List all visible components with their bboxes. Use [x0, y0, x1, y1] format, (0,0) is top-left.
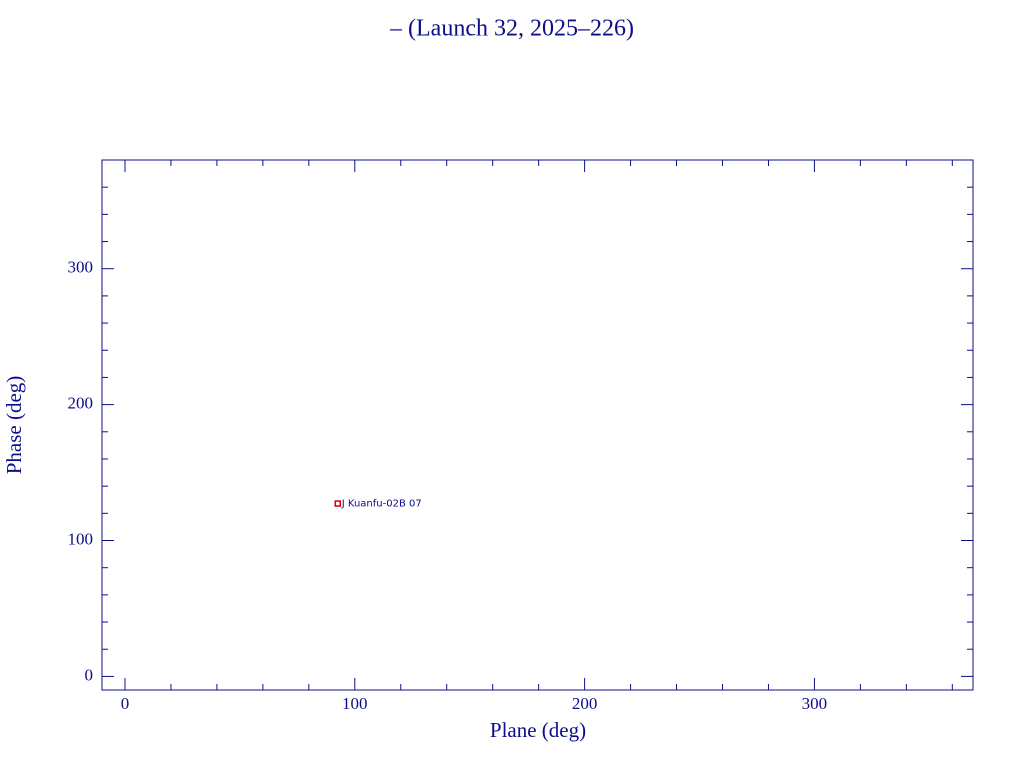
x-tick-label: 100	[342, 694, 368, 713]
y-tick-label: 100	[68, 529, 94, 548]
point	[334, 500, 342, 507]
y-tick-label: 200	[68, 394, 94, 413]
plot-frame	[101, 159, 974, 691]
x-tick-label: 200	[572, 694, 598, 713]
x-tick-label: 300	[802, 694, 828, 713]
x-tick-label: 0	[121, 694, 130, 713]
y-axis-title: Phase (deg)	[2, 376, 26, 475]
y-tick-label: 0	[85, 665, 94, 684]
point-label: J Kuanfu-02B 07	[341, 499, 422, 510]
y-tick-label: 300	[68, 258, 94, 277]
x-axis-title: Plane (deg)	[490, 718, 586, 742]
chart-title: – (Launch 32, 2025–226)	[389, 16, 634, 42]
